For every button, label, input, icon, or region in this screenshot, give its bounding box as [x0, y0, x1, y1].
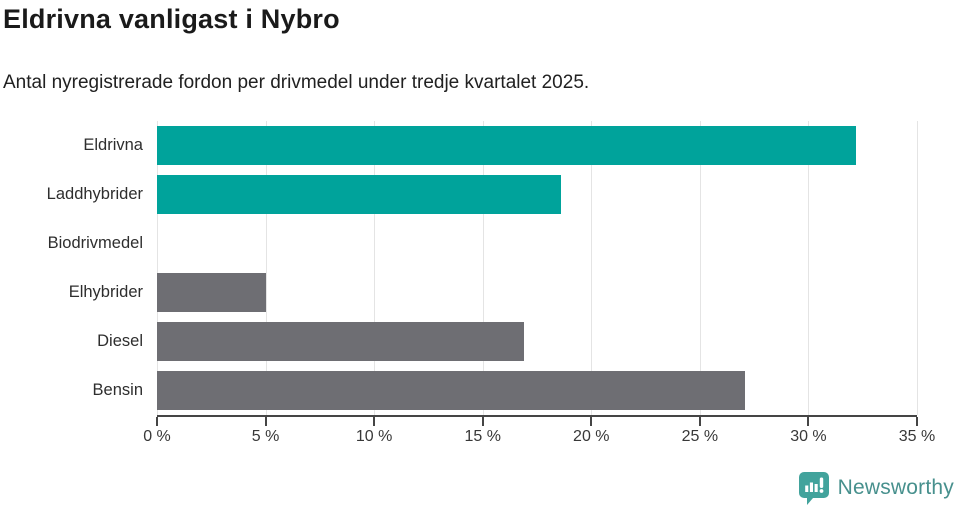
x-tick-mark	[916, 417, 918, 426]
x-axis: 0 % 5 % 10 % 15 % 20 % 25 % 30 % 35 %	[143, 417, 935, 457]
category-label: Eldrivna	[83, 136, 143, 154]
bar-row	[157, 317, 917, 366]
x-tick-label: 35 %	[898, 428, 936, 445]
category-label: Elhybrider	[68, 283, 143, 301]
bar-row	[157, 219, 917, 268]
x-tick-label: 25 %	[681, 428, 719, 445]
x-tick-label: 0 %	[143, 428, 171, 445]
bar-row	[157, 170, 917, 219]
x-tick-label: 5 %	[251, 428, 280, 445]
brand-name: Newsworthy	[837, 476, 954, 499]
brand-watermark: Newsworthy	[798, 471, 954, 505]
x-tick-mark	[807, 417, 810, 426]
category-label: Bensin	[92, 381, 143, 399]
y-axis-category-labels: Eldrivna Laddhybrider Biodrivmedel Elhybrid…	[0, 121, 143, 415]
bar-row	[157, 366, 917, 415]
bar-diesel	[157, 322, 524, 361]
x-tick-mark	[373, 417, 376, 426]
gridline-5	[265, 121, 267, 415]
x-tick-mark	[481, 417, 484, 426]
x-tick-label: 10 %	[355, 428, 393, 445]
gridline-10	[374, 121, 376, 415]
plot-area	[157, 121, 918, 417]
category-label: Laddhybrider	[46, 185, 143, 203]
bar-elhybrider	[157, 273, 266, 312]
x-tick-mark	[698, 417, 701, 426]
chart-title: Eldrivna vanligast i Nybro	[3, 4, 340, 34]
gridline-15	[482, 121, 484, 415]
chart-subtitle: Antal nyregistrerade fordon per drivmede…	[3, 72, 590, 93]
category-label: Diesel	[97, 332, 143, 350]
x-tick-label: 30 %	[790, 428, 827, 445]
bar-eldrivna	[157, 126, 857, 165]
gridline-20	[591, 121, 593, 415]
bar-row	[157, 121, 917, 170]
gridline-0	[157, 121, 158, 415]
category-label: Biodrivmedel	[47, 234, 143, 252]
bar-row	[157, 268, 917, 317]
bar-bensin	[157, 371, 746, 410]
bar-laddhybrider	[157, 175, 561, 214]
x-tick-label: 20 %	[573, 428, 610, 445]
bar-rows	[157, 121, 917, 415]
gridline-35	[917, 121, 918, 415]
x-tick-mark	[264, 417, 267, 426]
x-tick-mark	[590, 417, 593, 426]
newsworthy-logo-icon	[798, 471, 830, 505]
x-tick-mark	[156, 417, 158, 426]
gridline-30	[808, 121, 810, 415]
x-tick-label: 15 %	[464, 428, 501, 445]
gridline-25	[699, 121, 701, 415]
